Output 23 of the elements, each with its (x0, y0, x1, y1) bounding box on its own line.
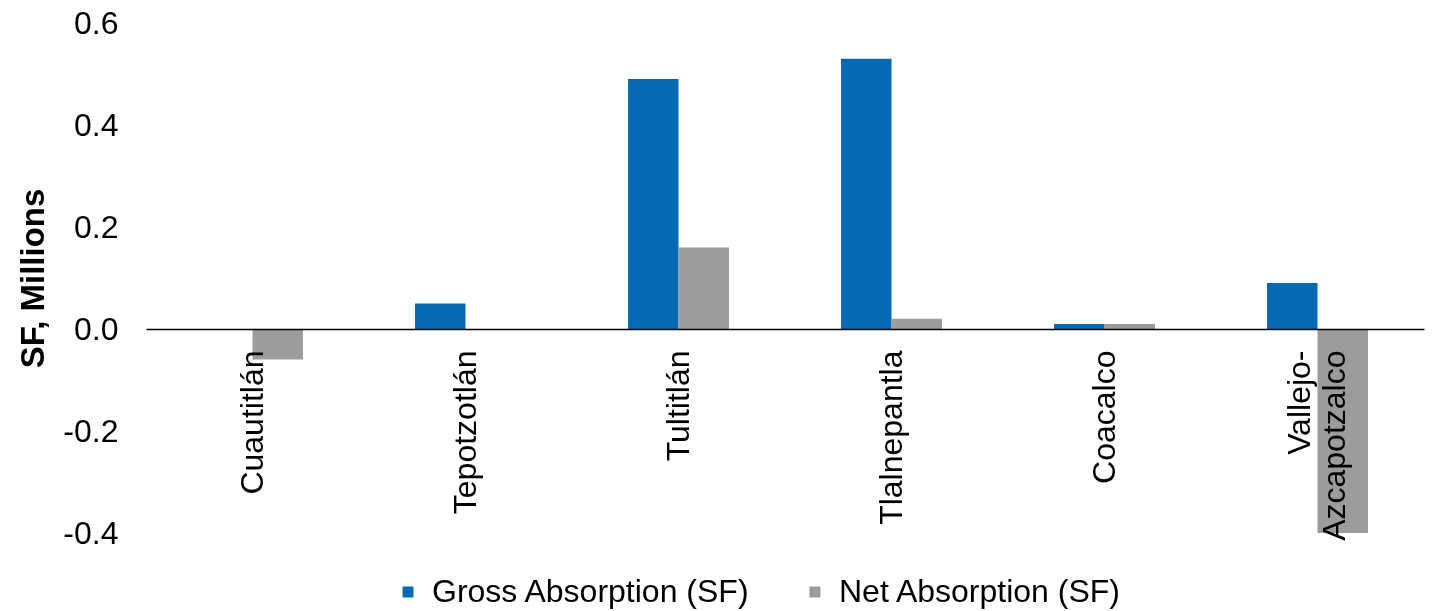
bar (678, 247, 729, 329)
y-axis-title: SF, Millions (14, 188, 52, 369)
y-tick-label: 0.4 (74, 106, 119, 143)
x-tick-label: Vallejo-Azcapotzalco (1281, 350, 1352, 541)
y-tick-label: 0.6 (74, 4, 119, 41)
bar (415, 303, 466, 329)
bar (891, 318, 942, 329)
x-tick-label: Cuautitlán (233, 350, 270, 495)
y-tick-label: 0.0 (74, 310, 119, 347)
y-tick-label: -0.2 (63, 412, 119, 449)
bar (841, 58, 892, 329)
legend-label: Net Absorption (SF) (839, 573, 1120, 609)
x-tick-label: Coacalco (1085, 350, 1122, 484)
bar (1054, 323, 1105, 329)
bar (628, 79, 679, 329)
x-tick-label: Tultitlán (659, 350, 696, 462)
y-tick-label: 0.2 (74, 208, 119, 245)
x-tick-label: Tepotzotlán (446, 350, 483, 515)
bar (1104, 323, 1155, 329)
legend-label: Gross Absorption (SF) (432, 573, 749, 609)
x-tick-label: Tlalnepantla (872, 350, 909, 525)
y-tick-label: -0.4 (63, 514, 119, 551)
bar (1267, 283, 1318, 329)
